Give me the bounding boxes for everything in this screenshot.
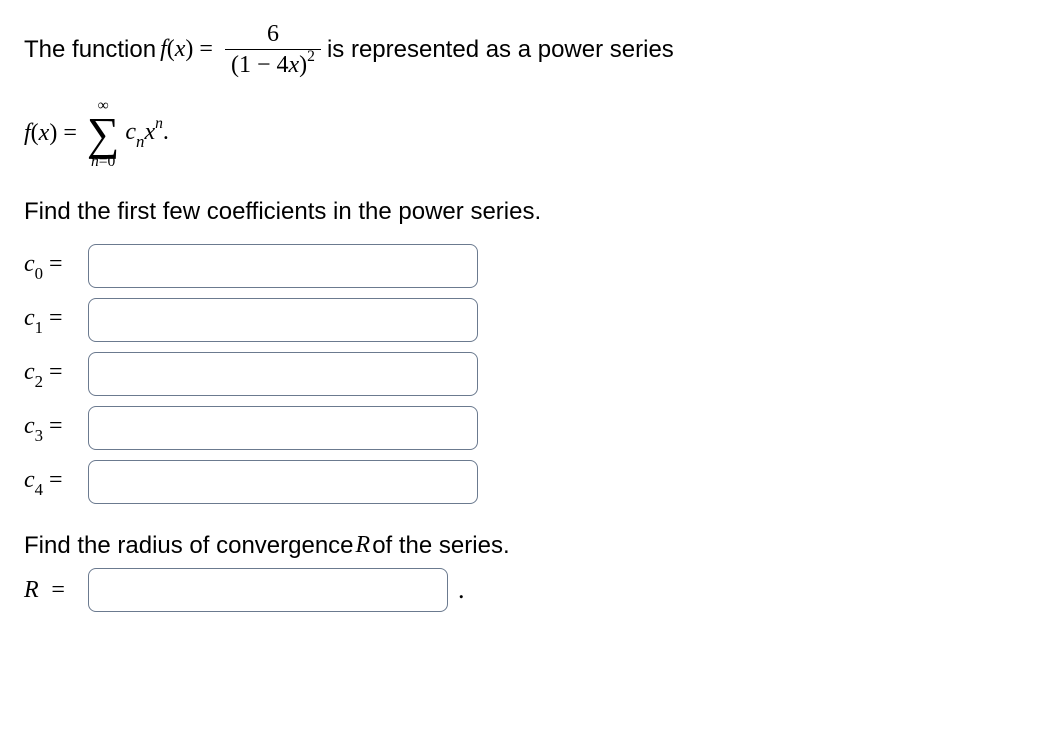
R-symbol: R — [356, 532, 371, 559]
series-f: f — [24, 120, 31, 146]
sum-bottom: n=0 — [91, 154, 115, 170]
coefficient-input-0[interactable] — [88, 244, 478, 288]
coefficient-row-0: c0= — [24, 244, 1014, 288]
series-c-sub: n — [136, 132, 144, 151]
lpar: ( — [167, 36, 175, 62]
equals: = — [199, 36, 213, 63]
sigma-icon: ∑ — [87, 113, 120, 154]
coefficient-label-4: c4= — [24, 466, 88, 498]
find-radius-prompt: Find the radius of convergence R of the … — [24, 532, 1014, 560]
series-eq: = — [63, 120, 77, 147]
series-rpar: ) — [49, 120, 57, 146]
power-series-line: f(x) = ∞ ∑ n=0 cnxn. — [24, 98, 1014, 170]
series-x: x — [39, 120, 50, 146]
coefficient-input-1[interactable] — [88, 298, 478, 342]
find-coefficients-prompt: Find the first few coefficients in the p… — [24, 198, 1014, 226]
coefficient-input-3[interactable] — [88, 406, 478, 450]
series-lpar: ( — [31, 120, 39, 146]
den-exp: 2 — [307, 48, 315, 65]
rpar: ) — [185, 36, 193, 62]
series-x-sup: n — [155, 115, 163, 132]
coefficient-label-1: c1= — [24, 304, 88, 336]
radius-prefix: Find the radius of convergence — [24, 532, 354, 560]
problem-intro: The function f(x) = 6 (1 − 4x)2 is repre… — [24, 20, 1014, 80]
coefficient-input-2[interactable] — [88, 352, 478, 396]
radius-suffix: of the series. — [372, 532, 509, 560]
den-x: x — [289, 52, 300, 78]
coefficient-label-0: c0= — [24, 250, 88, 282]
intro-suffix: is represented as a power series — [327, 36, 674, 64]
radius-row: R = . — [24, 568, 1014, 612]
series-xn: x — [144, 119, 155, 145]
coefficient-label-2: c2= — [24, 358, 88, 390]
fraction: 6 (1 − 4x)2 — [225, 20, 321, 80]
x-symbol: x — [175, 36, 186, 62]
summation: ∞ ∑ n=0 — [87, 98, 120, 170]
numerator: 6 — [261, 20, 285, 49]
radius-dot: . — [458, 575, 465, 605]
denominator: (1 − 4x)2 — [225, 49, 321, 80]
radius-label: R = — [24, 576, 88, 604]
den-left: (1 − 4 — [231, 52, 289, 78]
series-c: c — [125, 119, 136, 145]
f-symbol: f — [160, 36, 167, 62]
coefficient-input-4[interactable] — [88, 460, 478, 504]
coefficient-label-3: c3= — [24, 412, 88, 444]
coefficient-row-1: c1= — [24, 298, 1014, 342]
coefficient-row-3: c3= — [24, 406, 1014, 450]
radius-input[interactable] — [88, 568, 448, 612]
den-right: ) — [299, 52, 307, 78]
coefficient-row-2: c2= — [24, 352, 1014, 396]
coefficient-row-4: c4= — [24, 460, 1014, 504]
intro-prefix: The function — [24, 36, 156, 64]
series-period: . — [163, 119, 169, 145]
